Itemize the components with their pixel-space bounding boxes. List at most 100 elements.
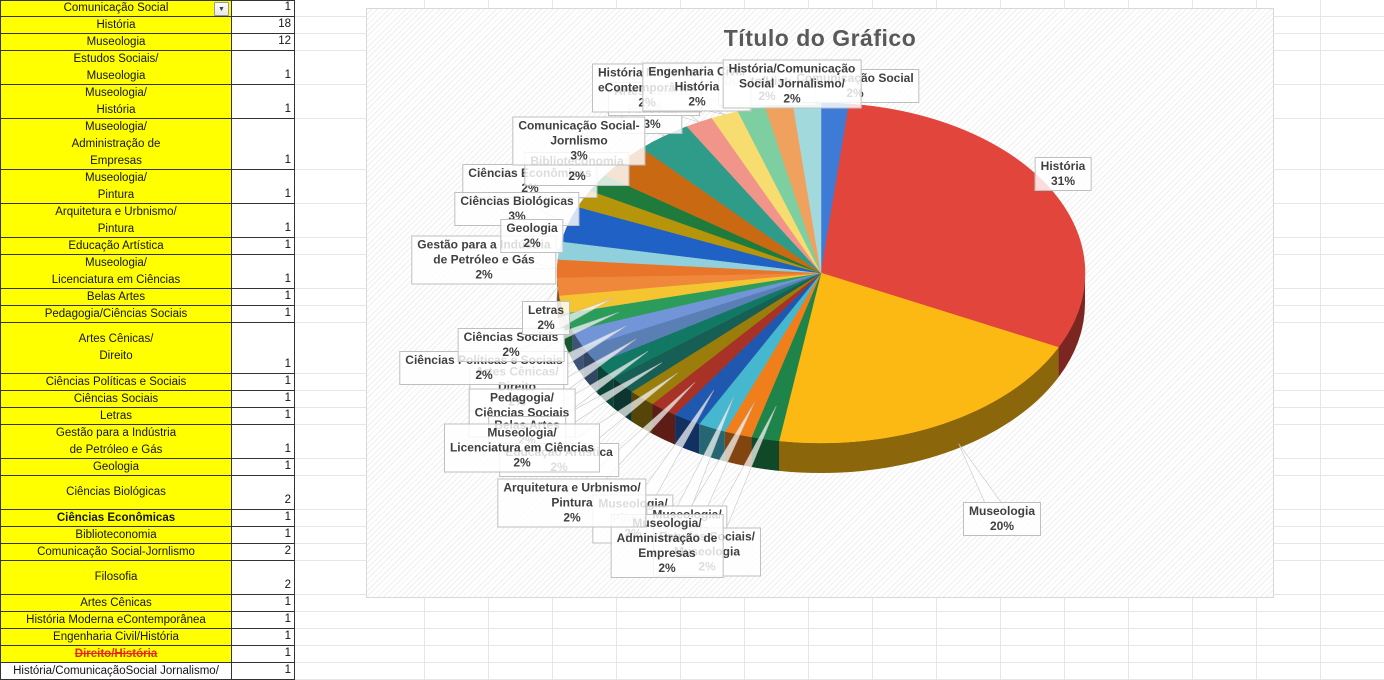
- chart-data-label[interactable]: História 31%: [1034, 157, 1092, 191]
- data-label-line: 2%: [783, 91, 801, 106]
- value-cell[interactable]: 1: [232, 663, 295, 680]
- category-cell[interactable]: Artes Cênicas: [0, 595, 232, 612]
- category-cell[interactable]: Pedagogia/Ciências Sociais: [0, 306, 232, 323]
- table-row: História Moderna eContemporânea 1: [0, 612, 1384, 629]
- chart-data-label[interactable]: Museologia/Licenciatura em Ciências 2%: [443, 423, 601, 473]
- data-label-line: Museologia: [968, 504, 1036, 518]
- value-cell[interactable]: 1: [232, 646, 295, 663]
- value-cell[interactable]: 12: [232, 34, 295, 51]
- empty-grid-cell[interactable]: [295, 595, 1384, 612]
- value-cell[interactable]: 1: [232, 510, 295, 527]
- category-cell[interactable]: Ciências Sociais: [0, 391, 232, 408]
- data-label-line: Ciências Biológicas: [460, 194, 574, 208]
- category-cell[interactable]: Educação Artística: [0, 238, 232, 255]
- chart-data-label[interactable]: Letras 2%: [521, 301, 571, 335]
- value-cell[interactable]: 1: [232, 238, 295, 255]
- value-cell[interactable]: 1: [232, 289, 295, 306]
- value-cell[interactable]: 18: [232, 17, 295, 34]
- value-cell[interactable]: 1: [232, 119, 295, 170]
- value-cell[interactable]: 1: [232, 170, 295, 204]
- table-row: Gestão para a Indústria de Petróleo e Gá…: [0, 425, 1384, 459]
- data-label-line: 2%: [537, 318, 555, 332]
- data-label-line: Museologia/: [632, 516, 702, 530]
- chart-data-label[interactable]: Geologia 2%: [500, 219, 564, 253]
- value-cell[interactable]: 1: [232, 425, 295, 459]
- data-label-line: Museologia/: [487, 425, 557, 440]
- value-cell[interactable]: 2: [232, 544, 295, 561]
- category-cell[interactable]: Ciências Econômicas: [0, 510, 232, 527]
- value-cell[interactable]: 1: [232, 408, 295, 425]
- table-row: História/ComunicaçãoSocial Jornalismo/1: [0, 663, 1384, 680]
- value-cell[interactable]: 1: [232, 323, 295, 374]
- data-label-line: Empresas: [638, 546, 696, 560]
- category-cell[interactable]: História Moderna eContemporânea: [0, 612, 232, 629]
- data-label-line: 2%: [568, 169, 586, 183]
- category-cell[interactable]: Museologia/ Administração de Empresas: [0, 119, 232, 170]
- category-cell[interactable]: Gestão para a Indústria de Petróleo e Gá…: [0, 425, 232, 459]
- category-cell[interactable]: Museologia/ História: [0, 85, 232, 119]
- chart-data-label[interactable]: História/Comunicação Social Jornalismo/2%: [722, 59, 862, 109]
- empty-grid-cell[interactable]: [295, 663, 1384, 680]
- value-cell[interactable]: 1: [232, 85, 295, 119]
- category-cell[interactable]: Artes Cênicas/ Direito: [0, 323, 232, 374]
- data-label-line: Licenciatura em Ciências: [449, 440, 595, 455]
- data-label-line: Letras: [527, 303, 565, 317]
- chart-title: Título do Gráfico: [723, 25, 917, 51]
- chart-data-label[interactable]: Museologia 20%: [962, 502, 1042, 536]
- value-cell[interactable]: 1: [232, 204, 295, 238]
- value-cell[interactable]: 1: [232, 0, 295, 17]
- empty-grid-cell[interactable]: [295, 612, 1384, 629]
- category-cell[interactable]: Ciências Políticas e Sociais: [0, 374, 232, 391]
- data-label-line: História: [1040, 159, 1086, 173]
- category-cell[interactable]: Letras: [0, 408, 232, 425]
- empty-grid-cell[interactable]: [295, 646, 1384, 663]
- data-label-line: Engenharia Civil/: [648, 64, 746, 79]
- category-cell[interactable]: Ciências Biológicas: [0, 476, 232, 510]
- category-cell[interactable]: Museologia/ Licenciatura em Ciências: [0, 255, 232, 289]
- value-cell[interactable]: 1: [232, 306, 295, 323]
- chart-panel[interactable]: Título do Gráfico Filosofia3%Artes Cênic…: [366, 8, 1274, 598]
- category-cell[interactable]: Museologia/ Pintura: [0, 170, 232, 204]
- category-cell[interactable]: Belas Artes: [0, 289, 232, 306]
- value-cell[interactable]: 1: [232, 459, 295, 476]
- value-cell[interactable]: 1: [232, 255, 295, 289]
- value-cell[interactable]: 1: [232, 527, 295, 544]
- category-cell[interactable]: Biblioteconomia: [0, 527, 232, 544]
- category-cell[interactable]: Direito/História: [0, 646, 232, 663]
- value-cell[interactable]: 1: [232, 612, 295, 629]
- category-cell[interactable]: Arquitetura e Urbnismo/ Pintura: [0, 204, 232, 238]
- empty-grid-cell[interactable]: [295, 629, 1384, 646]
- table-row: Direito/História 1: [0, 646, 1384, 663]
- category-cell[interactable]: Museologia: [0, 34, 232, 51]
- data-label-line: 2%: [475, 368, 493, 382]
- category-cell[interactable]: Geologia: [0, 459, 232, 476]
- pie-slice-side: [779, 347, 1059, 473]
- data-label-line: História/Comunicação: [728, 61, 856, 76]
- data-label-line: 3%: [570, 148, 588, 163]
- value-cell[interactable]: 2: [232, 561, 295, 595]
- category-cell[interactable]: Engenharia Civil/História: [0, 629, 232, 646]
- data-label-line: Pedagogia/: [489, 390, 554, 405]
- chart-data-label[interactable]: Arquitetura e Urbnismo/Pintura 2%: [497, 478, 647, 528]
- value-cell[interactable]: 1: [232, 391, 295, 408]
- pie-slice[interactable]: [778, 272, 1059, 444]
- value-cell[interactable]: 1: [232, 374, 295, 391]
- chart-data-label[interactable]: Comunicação Social- Jornlismo 3%: [512, 116, 646, 166]
- category-cell[interactable]: Filosofia: [0, 561, 232, 595]
- autofilter-dropdown-icon[interactable]: ▼: [214, 2, 229, 16]
- table-row: Geologia 1: [0, 459, 1384, 476]
- value-cell[interactable]: 1: [232, 51, 295, 85]
- data-label-line: 31%: [1050, 174, 1076, 188]
- value-cell[interactable]: 2: [232, 476, 295, 510]
- category-cell[interactable]: Estudos Sociais/ Museologia: [0, 51, 232, 85]
- value-cell[interactable]: 1: [232, 595, 295, 612]
- category-cell[interactable]: História/ComunicaçãoSocial Jornalismo/: [0, 663, 232, 680]
- category-cell[interactable]: Comunicação Social ▼: [0, 0, 232, 17]
- category-cell[interactable]: História: [0, 17, 232, 34]
- category-cell[interactable]: Comunicação Social-Jornlismo: [0, 544, 232, 561]
- value-cell[interactable]: 1: [232, 629, 295, 646]
- data-label-line: 2%: [475, 267, 493, 282]
- data-label-line: 2%: [513, 455, 531, 470]
- data-label-line: Jornlismo: [550, 133, 608, 148]
- data-label-line: Comunicação Social-: [518, 118, 640, 133]
